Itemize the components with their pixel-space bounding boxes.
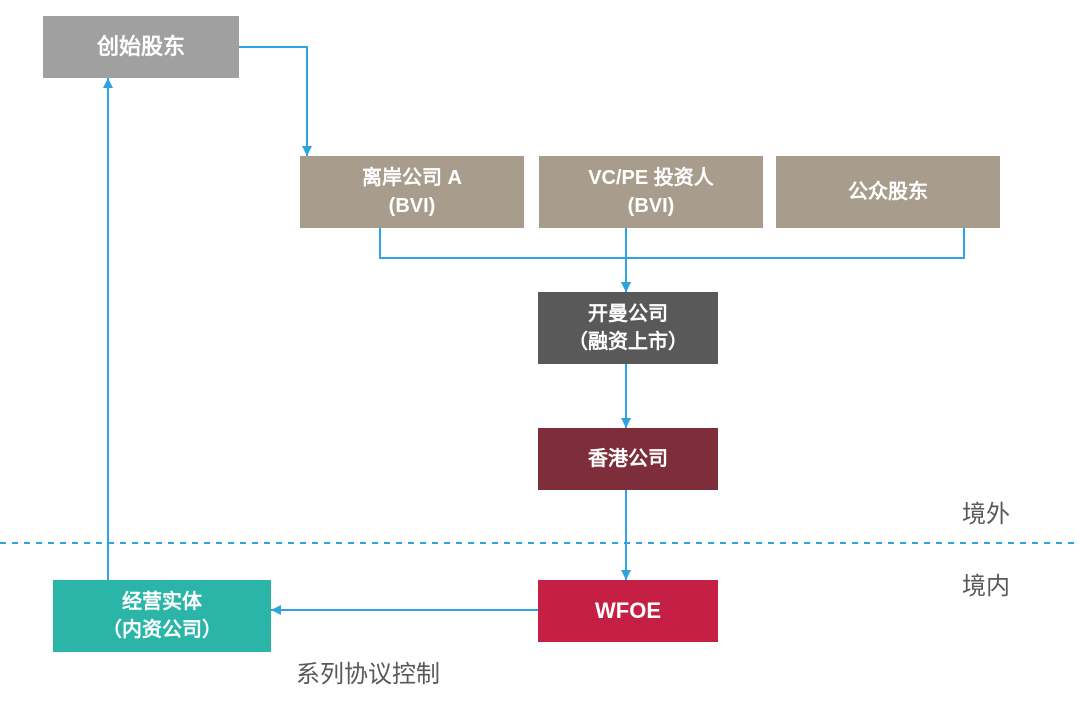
edge-founding-to-offshoreA <box>239 47 307 156</box>
node-label: 创始股东 <box>97 32 185 63</box>
node-label: 经营实体 （内资公司） <box>102 588 222 644</box>
label-onshore: 境内 <box>962 566 1010 601</box>
node-label: 香港公司 <box>588 445 668 473</box>
node-label: 开曼公司 （融资上市） <box>568 300 688 356</box>
node-public-shareholders: 公众股东 <box>776 156 1000 228</box>
node-cayman-company: 开曼公司 （融资上市） <box>538 292 718 364</box>
node-label: VC/PE 投资人 (BVI) <box>588 164 714 220</box>
node-label: WFOE <box>595 596 661 627</box>
node-offshore-a-bvi: 离岸公司 A (BVI) <box>300 156 524 228</box>
node-vcpe-bvi: VC/PE 投资人 (BVI) <box>539 156 763 228</box>
node-wfoe: WFOE <box>538 580 718 642</box>
label-contract-control: 系列协议控制 <box>296 654 440 689</box>
label-offshore: 境外 <box>962 494 1010 529</box>
node-label: 离岸公司 A (BVI) <box>362 164 462 220</box>
node-operating-entity: 经营实体 （内资公司） <box>53 580 271 652</box>
node-label: 公众股东 <box>848 178 928 206</box>
edge-offshoreA-to-cayman <box>380 228 626 292</box>
node-hongkong-company: 香港公司 <box>538 428 718 490</box>
edge-public-to-cayman <box>626 228 964 292</box>
node-founding-shareholders: 创始股东 <box>43 16 239 78</box>
